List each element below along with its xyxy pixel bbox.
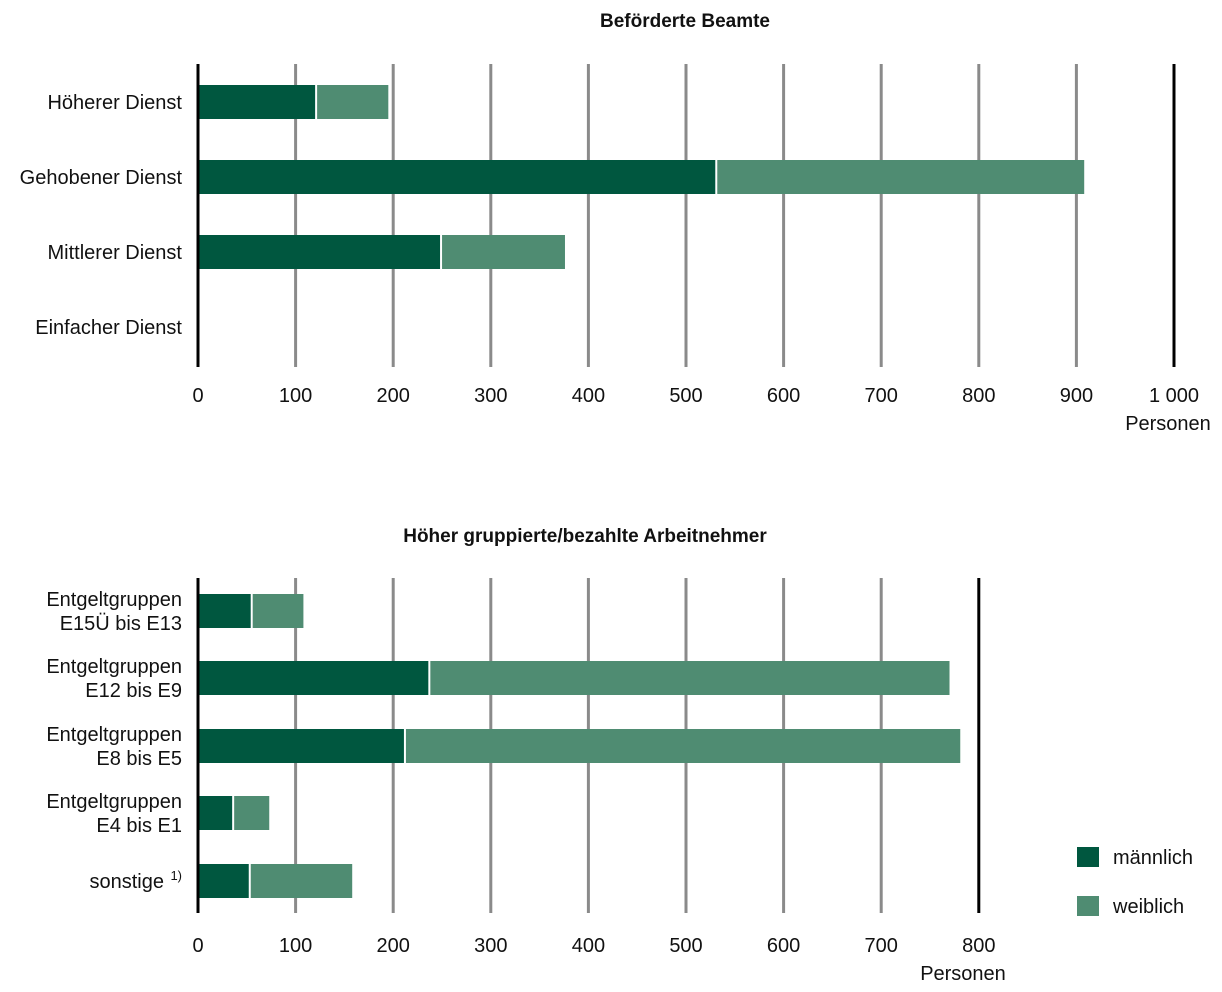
category-label: Entgeltgruppen	[46, 589, 182, 611]
x-tick-label: 300	[474, 935, 507, 957]
x-tick-label: 700	[865, 385, 898, 407]
category-label: sonstige	[90, 871, 165, 893]
category-label: Entgeltgruppen	[46, 791, 182, 813]
bar-maennlich	[198, 594, 251, 628]
bar-maennlich	[198, 160, 716, 194]
x-tick-label: 200	[377, 385, 410, 407]
bar-weiblich	[717, 160, 1085, 194]
x-tick-label: 400	[572, 385, 605, 407]
x-tick-label: 500	[669, 935, 702, 957]
x-tick-label: 400	[572, 935, 605, 957]
bar-maennlich	[198, 661, 429, 695]
x-tick-label: 800	[962, 935, 995, 957]
bar-maennlich	[198, 796, 233, 830]
x-tick-label: 0	[192, 385, 203, 407]
bar-weiblich	[252, 594, 304, 628]
x-tick-label: 200	[377, 935, 410, 957]
category-label: Entgeltgruppen	[46, 724, 182, 746]
category-label: Mittlerer Dienst	[48, 242, 183, 264]
category-label: E15Ü bis E13	[60, 613, 182, 635]
x-tick-label: 600	[767, 385, 800, 407]
legend-swatch	[1077, 896, 1099, 916]
bar-weiblich	[405, 729, 961, 763]
x-tick-label: 700	[865, 935, 898, 957]
bar-weiblich	[250, 864, 353, 898]
bar-weiblich	[430, 661, 950, 695]
category-label: Gehobener Dienst	[20, 167, 183, 189]
x-tick-label: 500	[669, 385, 702, 407]
category-label: Entgeltgruppen	[46, 656, 182, 678]
category-footnote: 1)	[170, 868, 182, 883]
x-tick-label: 100	[279, 385, 312, 407]
chart-title: Beförderte Beamte	[600, 11, 770, 32]
x-tick-label: 100	[279, 935, 312, 957]
chart-2: Höher gruppierte/bezahlte Arbeitnehmer En…	[46, 526, 1005, 985]
category-label: E4 bis E1	[96, 815, 182, 837]
category-label: Höherer Dienst	[47, 92, 182, 114]
x-tick-label: 900	[1060, 385, 1093, 407]
chart-title: Höher gruppierte/bezahlte Arbeitnehmer	[403, 526, 767, 547]
legend-label: weiblich	[1112, 896, 1184, 918]
legend-label: männlich	[1113, 847, 1193, 869]
bar-weiblich	[234, 796, 270, 830]
category-label: E12 bis E9	[85, 680, 182, 702]
category-label: E8 bis E5	[96, 748, 182, 770]
chart-1: Beförderte Beamte Höherer Dienst Gehobener…	[20, 11, 1211, 435]
bar-weiblich	[442, 235, 565, 269]
bar-maennlich	[198, 864, 249, 898]
category-label: Einfacher Dienst	[35, 317, 182, 339]
legend: männlich weiblich	[1077, 847, 1193, 918]
x-tick-label: 0	[192, 935, 203, 957]
x-axis-label: Personen	[1125, 413, 1211, 435]
legend-swatch	[1077, 847, 1099, 867]
x-axis-label: Personen	[920, 963, 1006, 985]
bar-weiblich	[317, 85, 389, 119]
x-tick-label: 800	[962, 385, 995, 407]
bar-maennlich	[198, 729, 404, 763]
bar-maennlich	[198, 235, 441, 269]
x-tick-label: 300	[474, 385, 507, 407]
bar-maennlich	[198, 85, 316, 119]
x-tick-label: 1 000	[1149, 385, 1199, 407]
x-tick-label: 600	[767, 935, 800, 957]
